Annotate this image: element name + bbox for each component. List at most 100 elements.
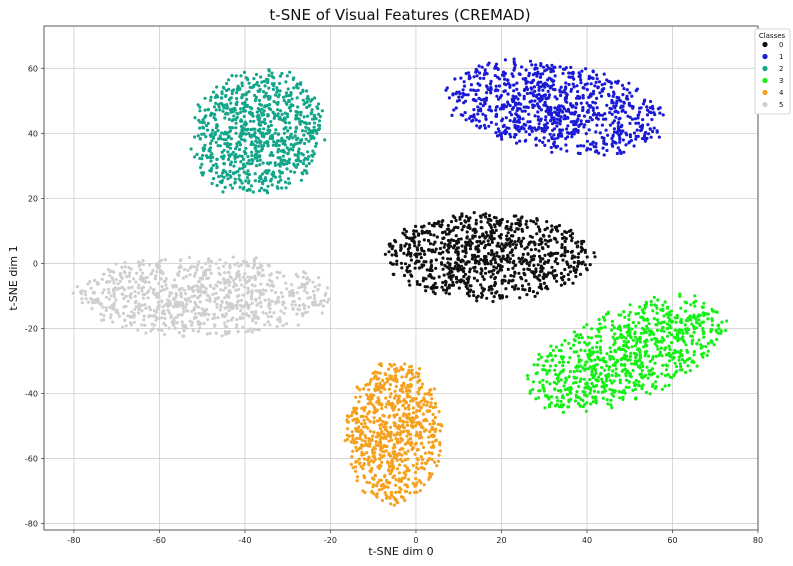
point-class-4 xyxy=(373,473,377,477)
point-class-0 xyxy=(459,259,463,264)
point-class-0 xyxy=(511,261,515,265)
point-class-4 xyxy=(347,415,351,419)
point-class-1 xyxy=(552,142,556,146)
point-class-2 xyxy=(280,118,284,122)
point-class-5 xyxy=(278,320,282,324)
point-class-0 xyxy=(430,287,434,291)
point-class-1 xyxy=(557,104,561,108)
point-class-0 xyxy=(542,281,547,285)
point-class-4 xyxy=(367,382,372,386)
point-class-1 xyxy=(552,120,556,124)
point-class-5 xyxy=(294,272,298,276)
point-class-1 xyxy=(651,129,655,134)
point-class-1 xyxy=(564,117,568,121)
point-class-4 xyxy=(379,390,383,394)
point-class-0 xyxy=(513,240,517,244)
point-class-4 xyxy=(390,460,395,464)
point-class-5 xyxy=(158,259,162,264)
point-class-2 xyxy=(232,172,236,176)
point-class-1 xyxy=(500,119,504,123)
point-class-0 xyxy=(484,215,488,219)
point-class-3 xyxy=(667,344,671,348)
point-class-4 xyxy=(383,381,387,385)
point-class-3 xyxy=(644,300,648,304)
point-class-1 xyxy=(612,92,616,96)
point-class-2 xyxy=(262,109,266,113)
point-class-5 xyxy=(192,308,196,312)
point-class-3 xyxy=(557,360,562,364)
point-class-5 xyxy=(104,308,108,312)
point-class-1 xyxy=(512,89,516,93)
point-class-4 xyxy=(398,490,402,494)
point-class-5 xyxy=(223,324,227,328)
point-class-2 xyxy=(240,84,244,88)
point-class-5 xyxy=(231,306,235,310)
point-class-0 xyxy=(485,233,489,237)
point-class-3 xyxy=(698,313,702,318)
point-class-3 xyxy=(688,356,692,361)
point-class-2 xyxy=(307,121,312,125)
point-class-0 xyxy=(485,296,489,300)
point-class-0 xyxy=(428,242,433,246)
point-class-1 xyxy=(546,78,550,82)
point-class-4 xyxy=(413,442,417,446)
point-class-0 xyxy=(394,240,398,244)
point-class-4 xyxy=(382,432,386,436)
point-class-4 xyxy=(399,447,404,451)
point-class-5 xyxy=(281,295,285,299)
point-class-2 xyxy=(315,131,319,135)
point-class-2 xyxy=(285,162,289,166)
point-class-3 xyxy=(633,335,638,339)
point-class-3 xyxy=(656,298,660,302)
point-class-2 xyxy=(261,90,266,94)
point-class-2 xyxy=(225,103,229,107)
point-class-0 xyxy=(421,279,425,283)
point-class-3 xyxy=(618,378,622,382)
point-class-2 xyxy=(240,154,244,158)
point-class-0 xyxy=(456,246,460,250)
point-class-5 xyxy=(175,293,179,297)
point-class-2 xyxy=(317,112,321,116)
point-class-3 xyxy=(668,375,672,379)
point-class-3 xyxy=(713,310,718,314)
point-class-5 xyxy=(230,304,234,308)
point-class-3 xyxy=(633,387,638,391)
point-class-2 xyxy=(305,97,309,101)
point-class-0 xyxy=(456,256,460,260)
point-class-3 xyxy=(678,331,682,335)
point-class-0 xyxy=(448,262,452,266)
point-class-2 xyxy=(249,184,253,188)
point-class-5 xyxy=(151,269,155,273)
point-class-4 xyxy=(362,452,366,456)
point-class-0 xyxy=(424,277,428,281)
point-class-0 xyxy=(518,260,522,264)
point-class-1 xyxy=(607,79,611,83)
point-class-5 xyxy=(261,268,265,272)
point-class-0 xyxy=(419,256,423,260)
point-class-3 xyxy=(692,353,696,357)
point-class-0 xyxy=(454,277,459,281)
point-class-2 xyxy=(234,121,238,125)
point-class-0 xyxy=(525,219,529,223)
point-class-5 xyxy=(317,276,321,280)
point-class-0 xyxy=(544,242,548,246)
point-class-0 xyxy=(445,227,449,231)
point-class-1 xyxy=(601,113,605,117)
point-class-1 xyxy=(457,95,461,99)
point-class-3 xyxy=(692,314,696,318)
point-class-0 xyxy=(481,259,486,263)
point-class-1 xyxy=(518,139,522,143)
point-class-5 xyxy=(132,312,136,316)
point-class-2 xyxy=(211,136,216,140)
point-class-5 xyxy=(184,292,188,296)
point-class-0 xyxy=(550,224,554,228)
point-class-4 xyxy=(384,420,388,425)
point-class-4 xyxy=(360,422,364,426)
point-class-5 xyxy=(130,310,134,314)
point-class-1 xyxy=(570,135,574,139)
point-class-4 xyxy=(431,419,435,423)
point-class-0 xyxy=(383,252,387,256)
point-class-4 xyxy=(412,420,416,424)
point-class-3 xyxy=(597,317,601,322)
point-class-2 xyxy=(274,142,278,146)
